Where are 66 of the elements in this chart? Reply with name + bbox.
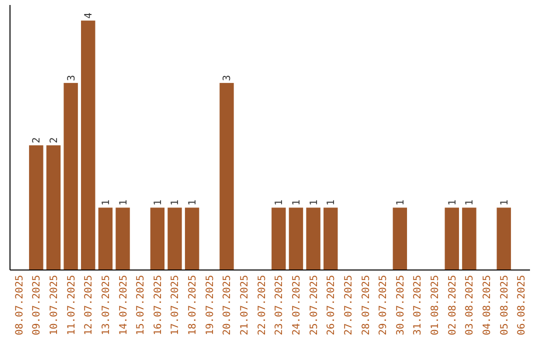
x-tick-label: 01.08.2025 <box>430 275 442 336</box>
data-label: 1 <box>152 200 164 206</box>
bar <box>150 208 165 270</box>
data-label: 1 <box>499 200 510 206</box>
data-label: 1 <box>170 200 182 206</box>
data-label: 3 <box>66 74 78 81</box>
x-tick-label: 17.07.2025 <box>170 275 182 336</box>
bar <box>324 208 338 270</box>
bar <box>444 208 459 270</box>
bar <box>98 208 113 270</box>
bar <box>64 82 78 270</box>
x-tick-label: 23.07.2025 <box>274 275 286 336</box>
x-tick-label: 29.07.2025 <box>378 275 390 336</box>
data-label: 2 <box>48 137 60 144</box>
bar <box>46 145 61 270</box>
x-tick-label: 04.08.2025 <box>482 275 494 336</box>
data-label: 3 <box>222 74 234 81</box>
x-tick-label: 10.07.2025 <box>48 275 60 336</box>
x-tick-label: 28.07.2025 <box>360 275 372 336</box>
data-label: 1 <box>326 200 338 206</box>
data-label: 1 <box>188 200 199 206</box>
x-tick-label: 19.07.2025 <box>204 275 216 336</box>
bar <box>272 208 286 270</box>
data-label: 1 <box>291 200 302 206</box>
x-tick-label: 16.07.2025 <box>152 275 164 336</box>
bar <box>81 20 96 270</box>
x-tick-label: 20.07.2025 <box>222 275 234 336</box>
x-tick-label: 15.07.2025 <box>136 275 147 336</box>
bar <box>288 208 304 270</box>
x-tick-label: 09.07.2025 <box>32 275 43 336</box>
x-tick-label: 11.07.2025 <box>66 275 78 336</box>
bar <box>184 208 200 270</box>
bar <box>116 208 130 270</box>
x-tick-label: 30.07.2025 <box>395 275 406 336</box>
bar <box>220 82 234 270</box>
x-tick-label: 06.08.2025 <box>516 275 528 336</box>
x-tick-label: 12.07.2025 <box>84 275 95 336</box>
x-tick-label: 13.07.2025 <box>100 275 112 336</box>
x-tick-label: 25.07.2025 <box>308 275 320 336</box>
data-label: 1 <box>274 200 286 206</box>
bar <box>168 208 182 270</box>
x-tick-label: 18.07.2025 <box>188 275 199 336</box>
bar <box>29 145 44 270</box>
data-label: 1 <box>464 200 476 206</box>
x-tick-label: 31.07.2025 <box>412 275 424 336</box>
data-label: 4 <box>84 12 95 19</box>
data-label: 2 <box>32 137 43 144</box>
x-tick-label: 26.07.2025 <box>326 275 338 336</box>
x-tick-label: 27.07.2025 <box>343 275 354 336</box>
data-label: 1 <box>118 200 130 206</box>
x-tick-label: 22.07.2025 <box>256 275 268 336</box>
bar <box>392 208 408 270</box>
data-label: 1 <box>395 200 406 206</box>
x-tick-label: 03.08.2025 <box>464 275 476 336</box>
data-label: 1 <box>100 200 112 206</box>
bar <box>462 208 476 270</box>
x-tick-label: 14.07.2025 <box>118 275 130 336</box>
bar <box>306 208 320 270</box>
data-label: 1 <box>308 200 320 206</box>
x-tick-label: 24.07.2025 <box>291 275 302 336</box>
bar <box>496 208 511 270</box>
x-tick-label: 08.07.2025 <box>14 275 26 336</box>
data-label: 1 <box>447 200 458 206</box>
x-tick-label: 05.08.2025 <box>499 275 510 336</box>
x-tick-label: 02.08.2025 <box>447 275 458 336</box>
x-tick-label: 21.07.2025 <box>240 275 251 336</box>
